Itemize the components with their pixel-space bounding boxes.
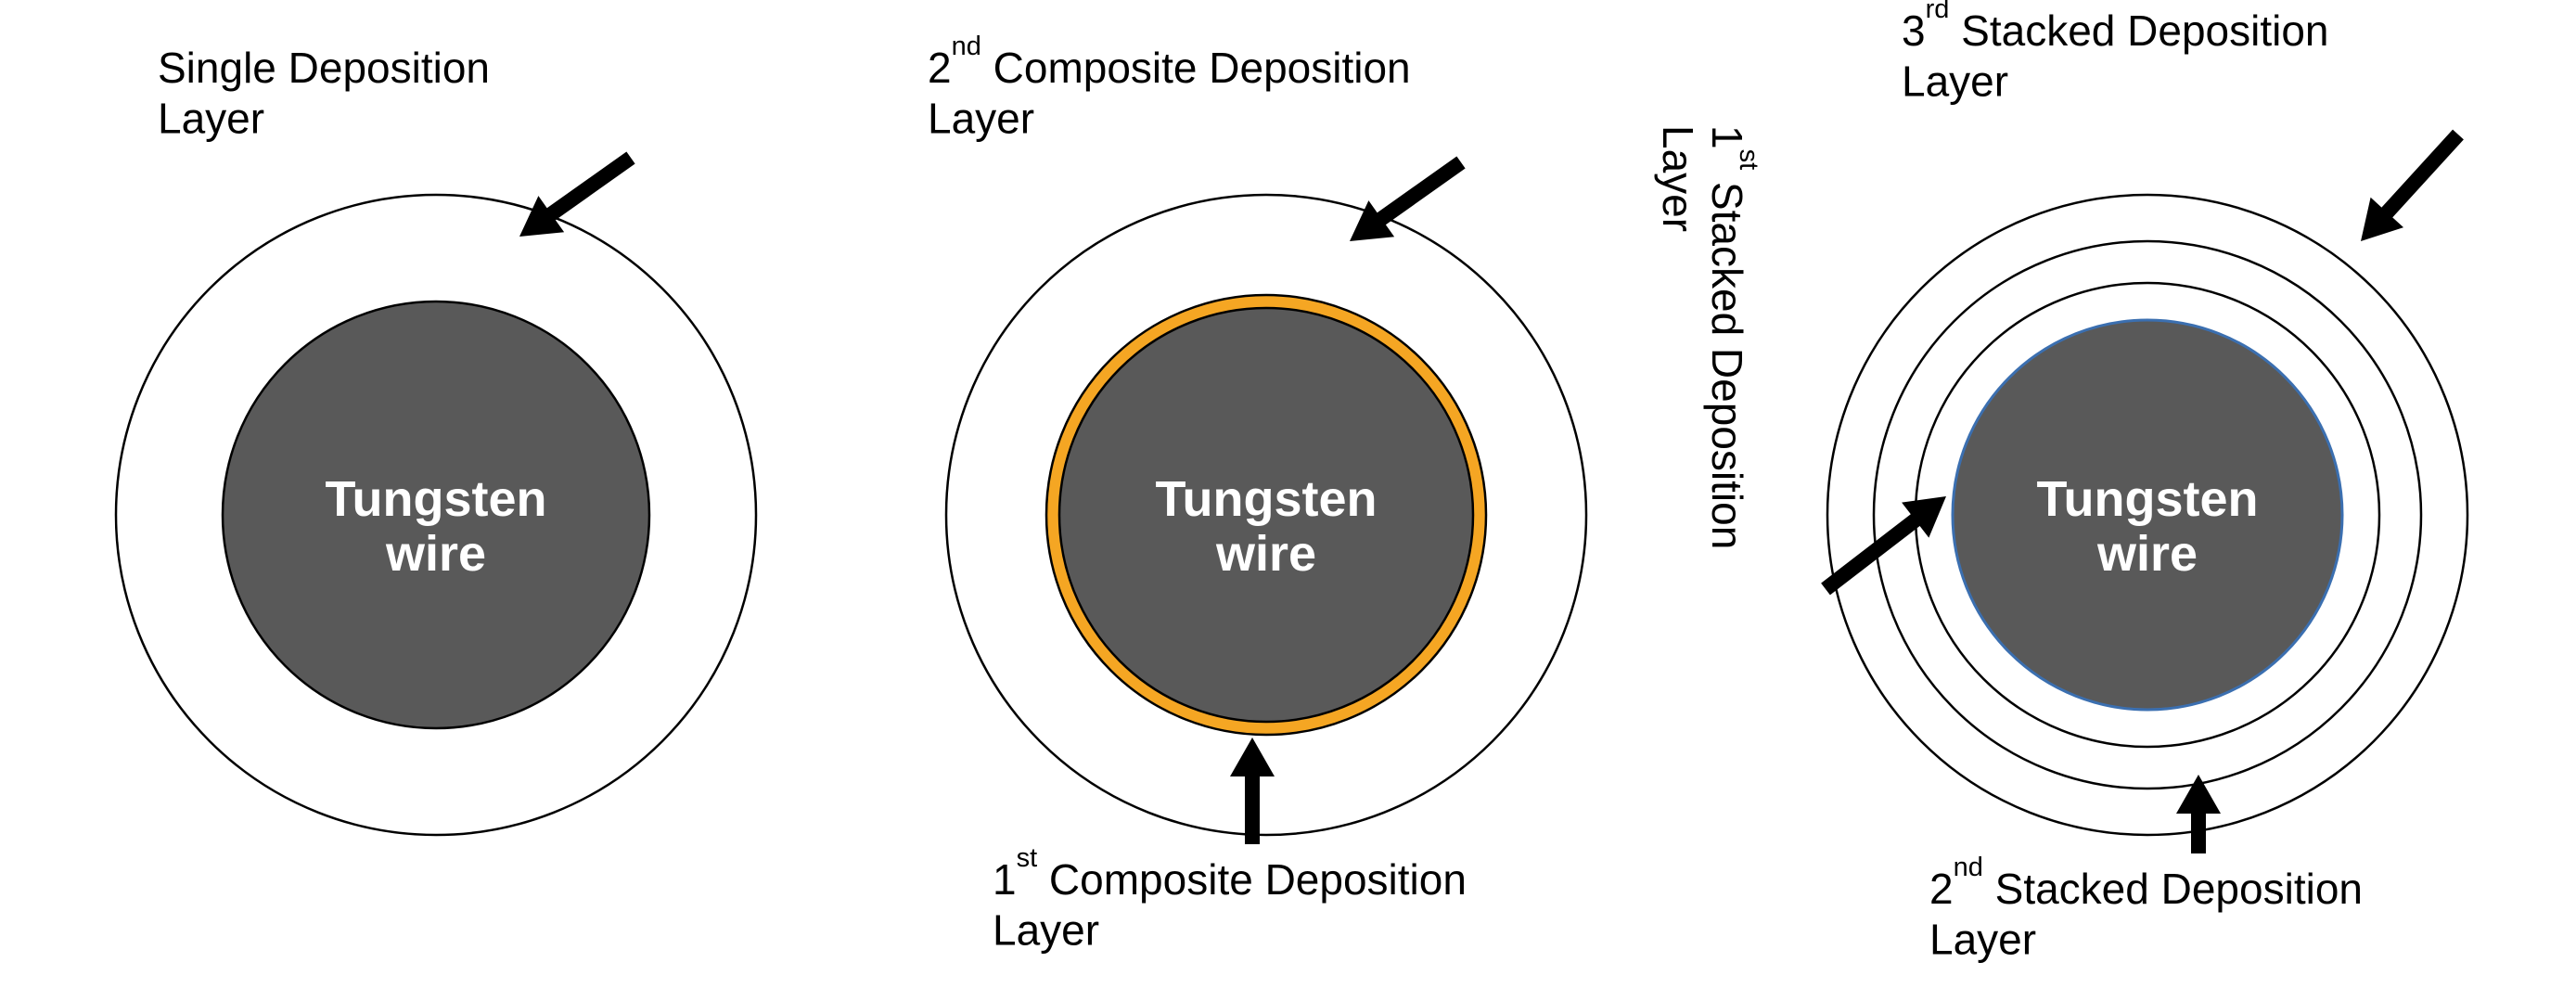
annotation-text: Layer — [1902, 57, 2008, 105]
vertical-label: 1st Stacked DepositionLayer — [1655, 125, 1763, 549]
arrow — [2361, 130, 2464, 241]
diagram-stacked: Tungstenwire3rd Stacked DepositionLayer2… — [1655, 0, 2467, 963]
annotation-text: 3rd Stacked Deposition — [1902, 0, 2329, 55]
annotation-text: Layer — [158, 94, 264, 142]
annotation-text: 2nd Stacked Deposition — [1929, 853, 2363, 913]
annotation-text: 1st Composite Deposition — [993, 843, 1467, 904]
diagram-composite: Tungstenwire2nd Composite DepositionLaye… — [928, 32, 1586, 954]
annotation-text: 2nd Composite Deposition — [928, 32, 1411, 92]
annotation-text: 1st Stacked Deposition — [1703, 125, 1763, 549]
core-label-line2: wire — [385, 526, 486, 582]
core-label: Tungsten — [1156, 471, 1378, 527]
annotation-text: Layer — [928, 94, 1034, 142]
core-label: Tungsten — [326, 471, 547, 527]
annotation-text: Layer — [993, 905, 1099, 954]
arrow — [519, 151, 635, 237]
annotation-text: Single Deposition — [158, 44, 490, 92]
diagram-single: Tungstenwire Single DepositionLayer — [116, 44, 756, 835]
core-label: Tungsten — [2037, 471, 2259, 527]
core-label-line2: wire — [2096, 526, 2198, 582]
core-label-line2: wire — [1215, 526, 1316, 582]
annotation-text: Layer — [1929, 915, 2036, 963]
annotation-text: Layer — [1655, 125, 1703, 232]
